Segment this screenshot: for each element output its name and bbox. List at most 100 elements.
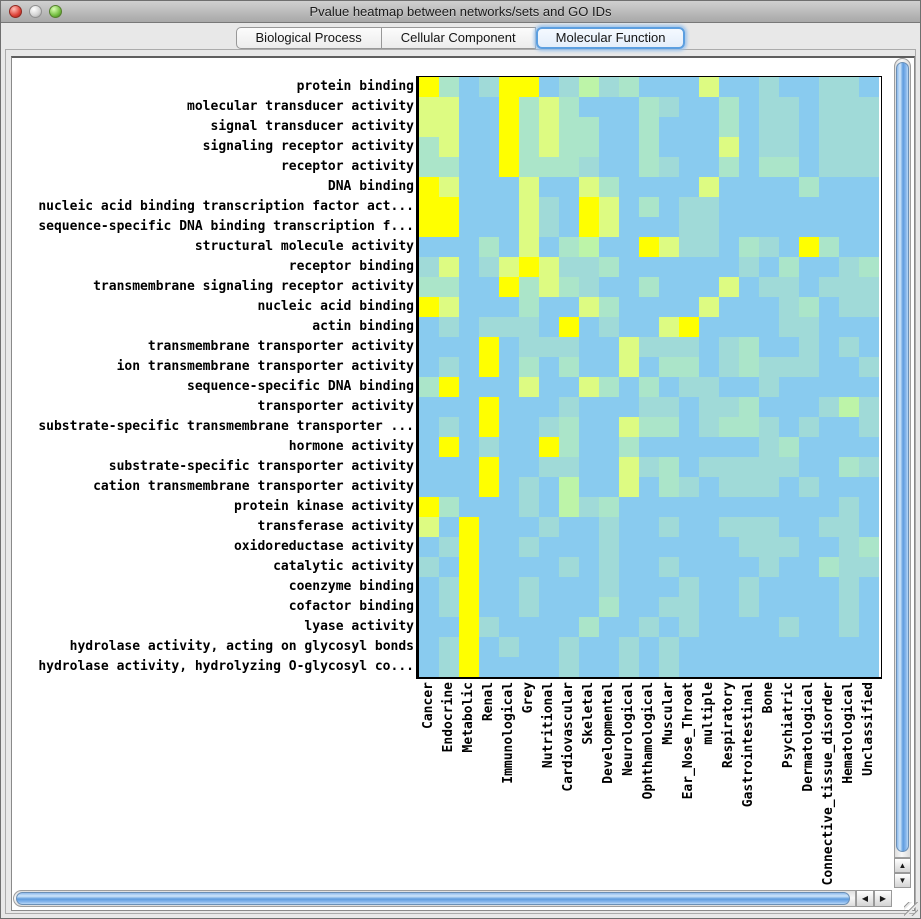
heatmap-cell [559,357,579,377]
column-label: Connective_tissue_disorder [821,682,836,886]
scroll-right-icon: ▶ [879,893,887,903]
heatmap-row [419,217,881,237]
heatmap-cell [579,197,599,217]
heatmap-cell [739,177,759,197]
row-labels: protein binding molecular transducer acti… [1,77,414,677]
heatmap-cell [559,497,579,517]
title-bar[interactable]: Pvalue heatmap between networks/sets and… [1,1,920,23]
row-label: sequence-specific DNA binding [187,379,414,394]
heatmap-cell [419,97,439,117]
heatmap-cell [499,517,519,537]
heatmap-cell [499,557,519,577]
heatmap-row [419,117,881,137]
resize-grip[interactable] [904,902,918,916]
scroll-up-button[interactable]: ▲ [894,858,911,873]
heatmap-cell [859,117,879,137]
heatmap-cell [699,137,719,157]
heatmap-cell [539,297,559,317]
heatmap-cell [699,157,719,177]
heatmap-cell [539,77,559,97]
heatmap-cell [459,177,479,197]
heatmap-cell [699,577,719,597]
heatmap-cell [559,537,579,557]
heatmap-cell [559,77,579,97]
heatmap-cell [639,257,659,277]
heatmap-cell [679,637,699,657]
scroll-left-button[interactable]: ◀ [856,890,874,907]
heatmap-row [419,637,881,657]
row-label: transporter activity [257,399,414,414]
heatmap-cell [539,437,559,457]
heatmap-cell [679,537,699,557]
heatmap-cell [739,137,759,157]
tab-molecular-function[interactable]: Molecular Function [535,27,686,49]
heatmap-cell [819,497,839,517]
heatmap-cell [419,517,439,537]
heatmap-cell [539,257,559,277]
heatmap-cell [699,297,719,317]
heatmap-cell [559,137,579,157]
heatmap-cell [579,277,599,297]
heatmap-cell [759,637,779,657]
heatmap-cell [639,477,659,497]
horizontal-scrollbar-thumb[interactable] [16,892,850,905]
heatmap-cell [719,457,739,477]
heatmap-cell [499,537,519,557]
column-label: Cancer [421,682,436,729]
heatmap-cell [619,317,639,337]
heatmap-cell [419,177,439,197]
heatmap-cell [839,417,859,437]
heatmap-cell [539,657,559,677]
heatmap-cell [619,597,639,617]
heatmap-cell [539,117,559,137]
heatmap-cell [779,397,799,417]
scroll-right-button[interactable]: ▶ [874,890,892,907]
heatmap-cell [819,177,839,197]
scroll-left-icon: ◀ [861,893,869,903]
heatmap-cell [759,77,779,97]
heatmap-cell [819,237,839,257]
close-button[interactable] [9,5,22,18]
heatmap-cell [579,297,599,317]
scroll-down-button[interactable]: ▼ [894,873,911,888]
vertical-scrollbar-thumb[interactable] [896,62,909,852]
heatmap-cell [839,117,859,137]
heatmap-cell [619,357,639,377]
heatmap-cell [619,117,639,137]
heatmap-cell [779,117,799,137]
heatmap-cell [859,297,879,317]
heatmap-cell [839,257,859,277]
tab-biological-process[interactable]: Biological Process [235,27,382,49]
heatmap-cell [859,617,879,637]
heatmap-cell [519,117,539,137]
heatmap-cell [459,237,479,257]
heatmap-cell [819,157,839,177]
heatmap-cell [439,297,459,317]
heatmap-cell [479,377,499,397]
heatmap-cell [679,557,699,577]
row-label: receptor activity [280,159,414,174]
heatmap-cell [499,337,519,357]
column-label: Cardiovascular [561,682,576,792]
heatmap-cell [699,637,719,657]
tab-cellular-component[interactable]: Cellular Component [381,27,536,49]
heatmap-cell [839,77,859,97]
heatmap-cell [499,197,519,217]
heatmap-cell [699,417,719,437]
heatmap-cell [859,97,879,117]
heatmap-cell [479,137,499,157]
horizontal-scrollbar[interactable] [13,890,856,907]
minimize-button[interactable] [29,5,42,18]
heatmap-cell [699,477,719,497]
column-label: Developmental [601,682,616,784]
heatmap-cell [719,77,739,97]
heatmap-cell [799,197,819,217]
heatmap-row [419,97,881,117]
heatmap-cell [859,537,879,557]
vertical-scrollbar[interactable] [894,58,911,858]
heatmap-cell [799,517,819,537]
column-label: Grey [521,682,536,714]
zoom-button[interactable] [49,5,62,18]
heatmap-cell [539,597,559,617]
heatmap-cell [719,537,739,557]
